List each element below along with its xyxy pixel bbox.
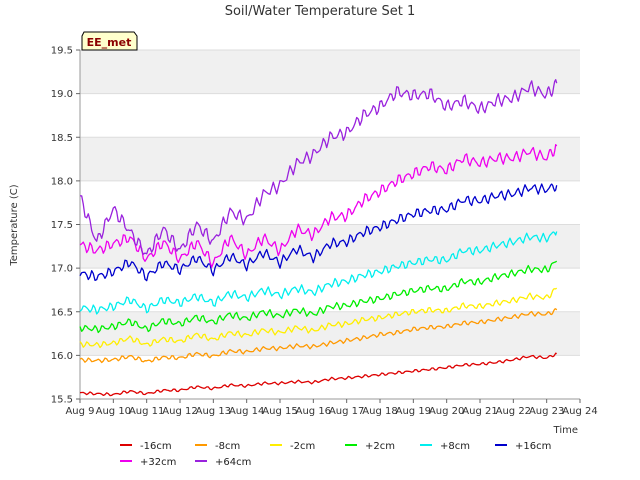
x-tick-label: Aug 20 bbox=[429, 406, 464, 417]
x-tick-label: Aug 12 bbox=[162, 406, 197, 417]
legend-item: +16cm bbox=[495, 441, 551, 452]
chart-title: Soil/Water Temperature Set 1 bbox=[225, 4, 416, 19]
series-line-8cm bbox=[79, 231, 558, 315]
legend-item: -2cm bbox=[270, 441, 315, 452]
legend-label: -8cm bbox=[215, 441, 240, 452]
plot-band bbox=[80, 311, 580, 356]
legend-item: +2cm bbox=[345, 441, 395, 452]
plot-band bbox=[80, 50, 580, 94]
legend-label: +2cm bbox=[365, 441, 395, 452]
plot-band bbox=[80, 224, 580, 269]
y-tick-label: 17.0 bbox=[51, 264, 73, 275]
series-line-16cm bbox=[79, 183, 558, 282]
series-line-32cm bbox=[79, 143, 558, 268]
legend: -16cm -8cm -2cm +2cm +8cm +16cm +32cm +64cm bbox=[120, 441, 551, 468]
x-tick-label: Aug 22 bbox=[496, 406, 531, 417]
series-line-8cm bbox=[79, 308, 558, 364]
x-tick-label: Aug 13 bbox=[196, 406, 231, 417]
legend-item: +64cm bbox=[195, 457, 251, 468]
legend-label: +64cm bbox=[215, 457, 251, 468]
y-tick-label: 17.5 bbox=[51, 220, 73, 231]
x-tick-label: Aug 19 bbox=[396, 406, 431, 417]
x-tick-label: Aug 15 bbox=[262, 406, 297, 417]
x-tick-label: Aug 14 bbox=[229, 406, 264, 417]
y-tick-label: 18.5 bbox=[51, 133, 73, 144]
series-line-64cm bbox=[79, 79, 558, 255]
site-badge: EE_met bbox=[81, 31, 138, 51]
legend-label: -16cm bbox=[140, 441, 172, 452]
x-tick-label: Aug 9 bbox=[65, 406, 94, 417]
legend-label: -2cm bbox=[290, 441, 315, 452]
y-tick-label: 15.5 bbox=[51, 395, 73, 406]
series-line-16cm bbox=[79, 352, 557, 397]
series-line-2cm bbox=[79, 260, 558, 334]
y-tick-label: 16.0 bbox=[51, 351, 73, 362]
badge-box bbox=[81, 31, 138, 51]
y-tick-label: 19.5 bbox=[51, 46, 73, 57]
x-tick-label: Aug 16 bbox=[296, 406, 331, 417]
y-tick-label: 18.0 bbox=[51, 176, 73, 187]
y-axis-label: Temperature (C) bbox=[9, 184, 20, 266]
legend-label: +32cm bbox=[140, 457, 176, 468]
legend-label: +16cm bbox=[515, 441, 551, 452]
x-tick-label: Aug 10 bbox=[96, 406, 131, 417]
x-tick-label: Aug 23 bbox=[529, 406, 564, 417]
legend-label: +8cm bbox=[440, 441, 470, 452]
x-tick-label: Aug 24 bbox=[562, 406, 597, 417]
legend-item: +8cm bbox=[420, 441, 470, 452]
x-tick-label: Aug 21 bbox=[462, 406, 497, 417]
x-tick-label: Aug 17 bbox=[329, 406, 364, 417]
y-tick-label: 16.5 bbox=[51, 307, 73, 318]
legend-item: -16cm bbox=[120, 441, 172, 452]
x-tick-label: Aug 18 bbox=[362, 406, 397, 417]
legend-item: -8cm bbox=[195, 441, 240, 452]
y-axis-ticks: 15.5 16.0 16.5 17.0 17.5 18.0 18.5 19.0 19.5 bbox=[51, 46, 80, 406]
series-line-2cm bbox=[79, 287, 558, 349]
x-tick-label: Aug 11 bbox=[129, 406, 164, 417]
series-lines bbox=[79, 79, 558, 397]
badge-label: EE_met bbox=[87, 36, 132, 49]
legend-item: +32cm bbox=[120, 457, 176, 468]
x-axis-label: Time bbox=[553, 425, 578, 436]
y-tick-label: 19.0 bbox=[51, 89, 73, 100]
